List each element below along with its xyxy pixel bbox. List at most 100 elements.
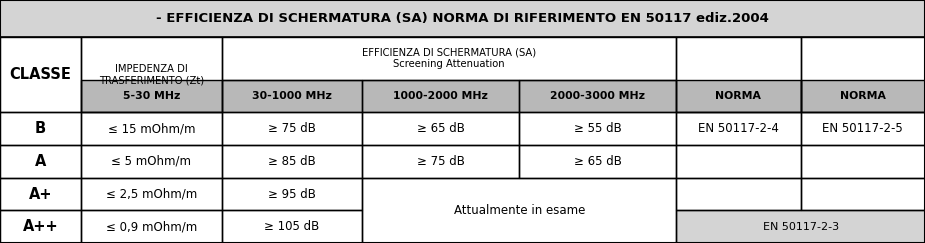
- Bar: [676, 113, 800, 145]
- Bar: [222, 113, 363, 145]
- Text: ≥ 95 dB: ≥ 95 dB: [268, 188, 316, 200]
- Bar: [81, 145, 222, 178]
- Bar: [800, 145, 925, 178]
- Bar: [676, 178, 800, 210]
- Bar: [222, 80, 363, 113]
- Bar: [222, 210, 363, 243]
- Bar: [0, 145, 81, 178]
- Bar: [0, 210, 81, 243]
- Bar: [81, 80, 222, 113]
- Text: EFFICIENZA DI SCHERMATURA (SA)
Screening Attenuation: EFFICIENZA DI SCHERMATURA (SA) Screening…: [362, 48, 536, 69]
- Bar: [800, 178, 925, 210]
- Text: ≥ 105 dB: ≥ 105 dB: [265, 220, 320, 233]
- Bar: [0, 113, 81, 145]
- Bar: [81, 113, 222, 145]
- Text: CLASSE: CLASSE: [9, 68, 71, 82]
- Text: 30-1000 MHz: 30-1000 MHz: [253, 91, 332, 101]
- Bar: [81, 145, 222, 178]
- Bar: [363, 145, 519, 178]
- Bar: [676, 37, 800, 113]
- Bar: [81, 178, 222, 210]
- Bar: [81, 210, 222, 243]
- Text: - EFFICIENZA DI SCHERMATURA (SA) NORMA DI RIFERIMENTO EN 50117 ediz.2004: - EFFICIENZA DI SCHERMATURA (SA) NORMA D…: [156, 12, 769, 25]
- Bar: [800, 178, 925, 210]
- Text: ≤ 5 mOhm/m: ≤ 5 mOhm/m: [111, 155, 191, 168]
- Bar: [222, 80, 363, 113]
- Text: NORMA: NORMA: [715, 91, 761, 101]
- Bar: [363, 80, 519, 113]
- Bar: [676, 37, 800, 113]
- Bar: [222, 210, 363, 243]
- Text: EN 50117-2-5: EN 50117-2-5: [822, 122, 903, 135]
- Bar: [363, 178, 676, 243]
- Bar: [363, 113, 519, 145]
- Text: ≥ 65 dB: ≥ 65 dB: [574, 155, 622, 168]
- Text: IMPEDENZA DI
TRASFERIMENTO (Zt): IMPEDENZA DI TRASFERIMENTO (Zt): [99, 64, 204, 86]
- Bar: [800, 80, 925, 113]
- Bar: [222, 37, 676, 80]
- Bar: [519, 113, 676, 145]
- Bar: [519, 113, 676, 145]
- Text: ≤ 15 mOhm/m: ≤ 15 mOhm/m: [107, 122, 195, 135]
- Text: EN 50117-2-3: EN 50117-2-3: [762, 222, 839, 232]
- Bar: [676, 210, 925, 243]
- Bar: [0, 113, 81, 145]
- Bar: [519, 145, 676, 178]
- Text: NORMA: NORMA: [840, 91, 886, 101]
- Text: ≥ 65 dB: ≥ 65 dB: [417, 122, 464, 135]
- Bar: [0, 0, 925, 37]
- Bar: [519, 80, 676, 113]
- Text: ≥ 55 dB: ≥ 55 dB: [574, 122, 622, 135]
- Bar: [519, 80, 676, 113]
- Bar: [676, 80, 800, 113]
- Bar: [0, 210, 81, 243]
- Text: EN 50117-2-4: EN 50117-2-4: [698, 122, 779, 135]
- Bar: [0, 0, 925, 37]
- Bar: [676, 145, 800, 178]
- Bar: [222, 178, 363, 210]
- Bar: [81, 80, 222, 113]
- Text: A++: A++: [23, 219, 58, 234]
- Bar: [0, 178, 81, 210]
- Bar: [222, 178, 363, 210]
- Bar: [800, 113, 925, 145]
- Bar: [676, 80, 800, 113]
- Bar: [222, 113, 363, 145]
- Bar: [363, 145, 519, 178]
- Bar: [676, 145, 800, 178]
- Bar: [0, 178, 81, 210]
- Text: 1000-2000 MHz: 1000-2000 MHz: [393, 91, 488, 101]
- Text: ≥ 85 dB: ≥ 85 dB: [268, 155, 316, 168]
- Bar: [81, 210, 222, 243]
- Bar: [519, 145, 676, 178]
- Bar: [676, 113, 800, 145]
- Bar: [0, 145, 81, 178]
- Text: ≤ 0,9 mOhm/m: ≤ 0,9 mOhm/m: [105, 220, 197, 233]
- Bar: [363, 178, 676, 243]
- Bar: [0, 37, 81, 113]
- Bar: [81, 37, 222, 113]
- Bar: [800, 37, 925, 113]
- Bar: [81, 178, 222, 210]
- Text: Attualmente in esame: Attualmente in esame: [453, 204, 585, 217]
- Bar: [363, 113, 519, 145]
- Bar: [81, 113, 222, 145]
- Bar: [222, 37, 676, 80]
- Text: ≥ 75 dB: ≥ 75 dB: [268, 122, 316, 135]
- Text: A+: A+: [29, 187, 53, 201]
- Text: 5-30 MHz: 5-30 MHz: [123, 91, 180, 101]
- Bar: [0, 37, 81, 113]
- Text: B: B: [35, 121, 46, 136]
- Text: ≥ 75 dB: ≥ 75 dB: [417, 155, 464, 168]
- Text: 2000-3000 MHz: 2000-3000 MHz: [550, 91, 646, 101]
- Bar: [800, 37, 925, 113]
- Text: A: A: [35, 154, 46, 169]
- Bar: [363, 80, 519, 113]
- Bar: [800, 80, 925, 113]
- Bar: [81, 37, 222, 113]
- Bar: [222, 145, 363, 178]
- Bar: [676, 210, 925, 243]
- Bar: [676, 178, 800, 210]
- Text: ≤ 2,5 mOhm/m: ≤ 2,5 mOhm/m: [105, 188, 197, 200]
- Bar: [800, 145, 925, 178]
